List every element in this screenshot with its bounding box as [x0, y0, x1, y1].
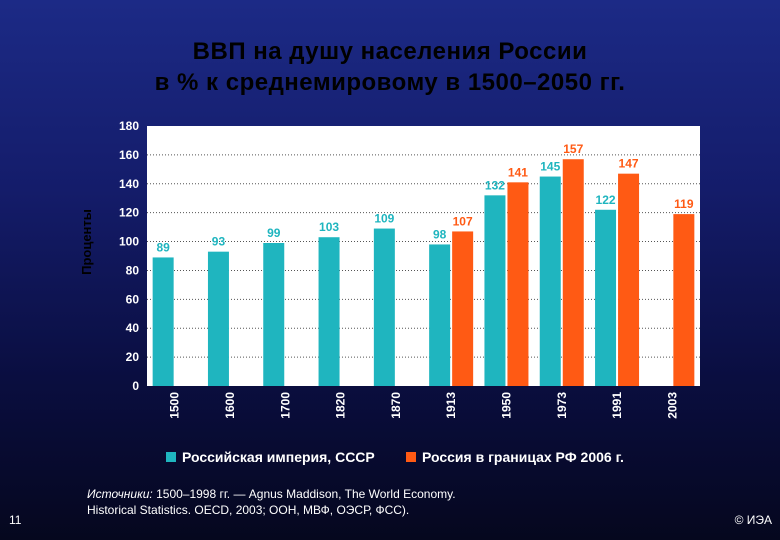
chart-title-line1: ВВП на душу населения России — [192, 38, 588, 65]
legend-item-russia: Россия в границах РФ 2006 г. — [406, 449, 624, 465]
bar-russia — [452, 231, 474, 386]
x-tick-label: 1820 — [334, 392, 348, 419]
copyright: © ИЭА — [734, 513, 772, 527]
y-tick-label: 120 — [119, 206, 139, 220]
y-tick-label: 180 — [119, 119, 139, 133]
data-label: 141 — [508, 165, 528, 179]
y-axis-label: Проценты — [79, 209, 94, 275]
source-note: Источники: 1500–1998 гг. — Agnus Maddiso… — [87, 486, 456, 518]
bar-soviet — [207, 251, 229, 386]
source-line1: 1500–1998 гг. — Agnus Maddison, The Worl… — [156, 487, 456, 501]
data-label: 93 — [212, 235, 226, 249]
x-tick-label: 1913 — [444, 392, 458, 419]
source-label: Источники: — [87, 487, 153, 501]
bar-soviet — [484, 195, 506, 386]
data-label: 147 — [619, 157, 639, 171]
data-label: 99 — [267, 226, 281, 240]
data-label: 122 — [596, 193, 616, 207]
x-tick-label: 1973 — [555, 392, 569, 419]
x-tick-label: 1991 — [610, 392, 624, 419]
data-label: 145 — [540, 160, 560, 174]
chart-title-line2: в % к среднемировому в 1500–2050 гг. — [154, 69, 626, 96]
x-tick-label: 1600 — [223, 392, 237, 419]
page-number: 11 — [9, 513, 22, 527]
y-tick-label: 80 — [126, 263, 140, 277]
x-tick-label: 1500 — [168, 392, 182, 419]
bar-russia — [618, 173, 640, 386]
source-line2: Historical Statistics. OECD, 2003; ООН, … — [87, 503, 410, 517]
y-tick-label: 0 — [132, 379, 139, 393]
bar-soviet — [539, 176, 561, 386]
bar-soviet — [373, 228, 395, 386]
legend-item-soviet: Российская империя, СССР — [166, 449, 375, 465]
x-tick-label: 1700 — [278, 392, 292, 419]
legend-swatch-russia — [406, 452, 416, 462]
y-tick-label: 100 — [119, 235, 139, 249]
y-tick-label: 160 — [119, 148, 139, 162]
legend-label-russia: Россия в границах РФ 2006 г. — [422, 449, 624, 465]
bar-soviet — [595, 209, 617, 386]
data-label: 89 — [156, 240, 170, 254]
data-label: 157 — [563, 142, 583, 156]
bar-soviet — [318, 237, 340, 386]
y-tick-label: 60 — [126, 292, 140, 306]
plot-area — [147, 126, 700, 386]
x-tick-label: 1870 — [389, 392, 403, 419]
data-label: 98 — [433, 227, 447, 241]
x-tick-label: 2003 — [665, 392, 679, 419]
data-label: 132 — [485, 178, 505, 192]
y-tick-label: 20 — [126, 350, 140, 364]
y-tick-label: 140 — [119, 177, 139, 191]
data-label: 109 — [374, 212, 394, 226]
bar-russia — [562, 159, 584, 386]
bar-soviet — [152, 257, 174, 386]
legend-swatch-soviet — [166, 452, 176, 462]
bar-russia — [673, 214, 695, 386]
legend-label-soviet: Российская империя, СССР — [182, 449, 375, 465]
bar-soviet — [263, 243, 285, 386]
bar-soviet — [429, 244, 451, 386]
data-label: 103 — [319, 220, 339, 234]
data-label: 107 — [453, 214, 473, 228]
data-label: 119 — [674, 197, 694, 211]
bar-russia — [507, 182, 529, 386]
x-tick-label: 1950 — [499, 392, 513, 419]
y-tick-label: 40 — [126, 321, 140, 335]
